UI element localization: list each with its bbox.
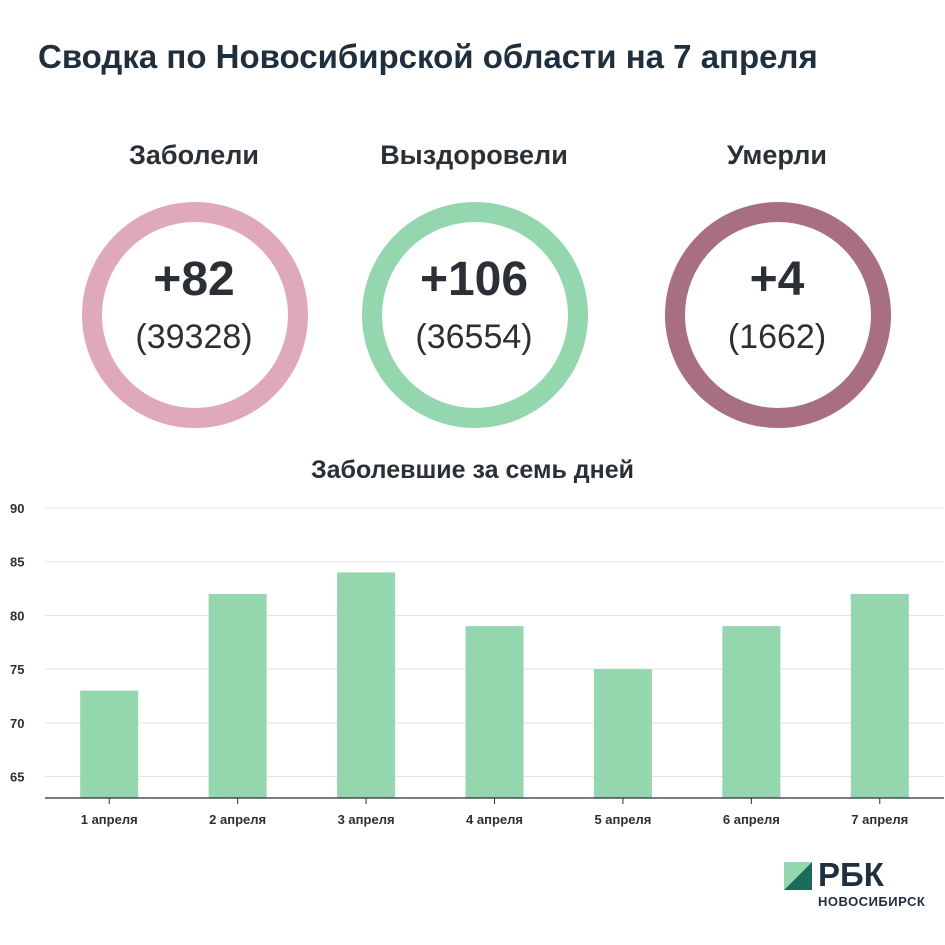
stat-delta: +4 [749,253,805,306]
page-title: Сводка по Новосибирской области на 7 апр… [38,38,818,75]
rbc-logo: РБК НОВОСИБИРСК [784,856,934,918]
bar [465,626,524,798]
logo-name: РБК [818,856,884,893]
bar-chart: 65 70 75 80 85 90 1 апреля 2 апреля 3 апреля 4 ап… [10,501,944,827]
bar [850,593,909,798]
ring-infected [82,202,308,428]
stat-total: (39328) [135,318,253,356]
bar [722,626,781,798]
stat-label: Выздоровели [380,140,568,170]
y-tick-label: 90 [10,501,24,516]
ring-recovered [362,202,588,428]
stat-label: Умерли [726,140,827,170]
logo-mark-icon [784,862,812,890]
stat-total: (36554) [415,318,533,356]
bar [80,690,139,798]
stat-total: (1662) [727,318,827,356]
bar [337,572,396,798]
x-tick-label: 1 апреля [81,812,138,827]
y-tick-label: 65 [10,770,24,785]
x-tick-label: 7 апреля [851,812,908,827]
x-tick-label: 4 апреля [466,812,523,827]
stat-delta: +106 [419,253,529,306]
x-tick-label: 3 апреля [338,812,395,827]
bar [208,593,267,798]
x-tick-label: 2 апреля [209,812,266,827]
stat-label: Заболели [129,140,259,170]
y-tick-label: 70 [10,716,24,731]
y-tick-label: 75 [10,662,24,677]
x-tick-label: 6 апреля [723,812,780,827]
y-tick-label: 85 [10,555,24,570]
ring-deaths [665,202,891,428]
logo-subtitle: НОВОСИБИРСК [818,894,926,909]
bar [593,669,652,798]
stat-delta: +82 [153,253,235,306]
y-tick-label: 80 [10,608,24,623]
x-tick-label: 5 апреля [594,812,651,827]
chart-title: Заболевшие за семь дней [310,456,634,484]
